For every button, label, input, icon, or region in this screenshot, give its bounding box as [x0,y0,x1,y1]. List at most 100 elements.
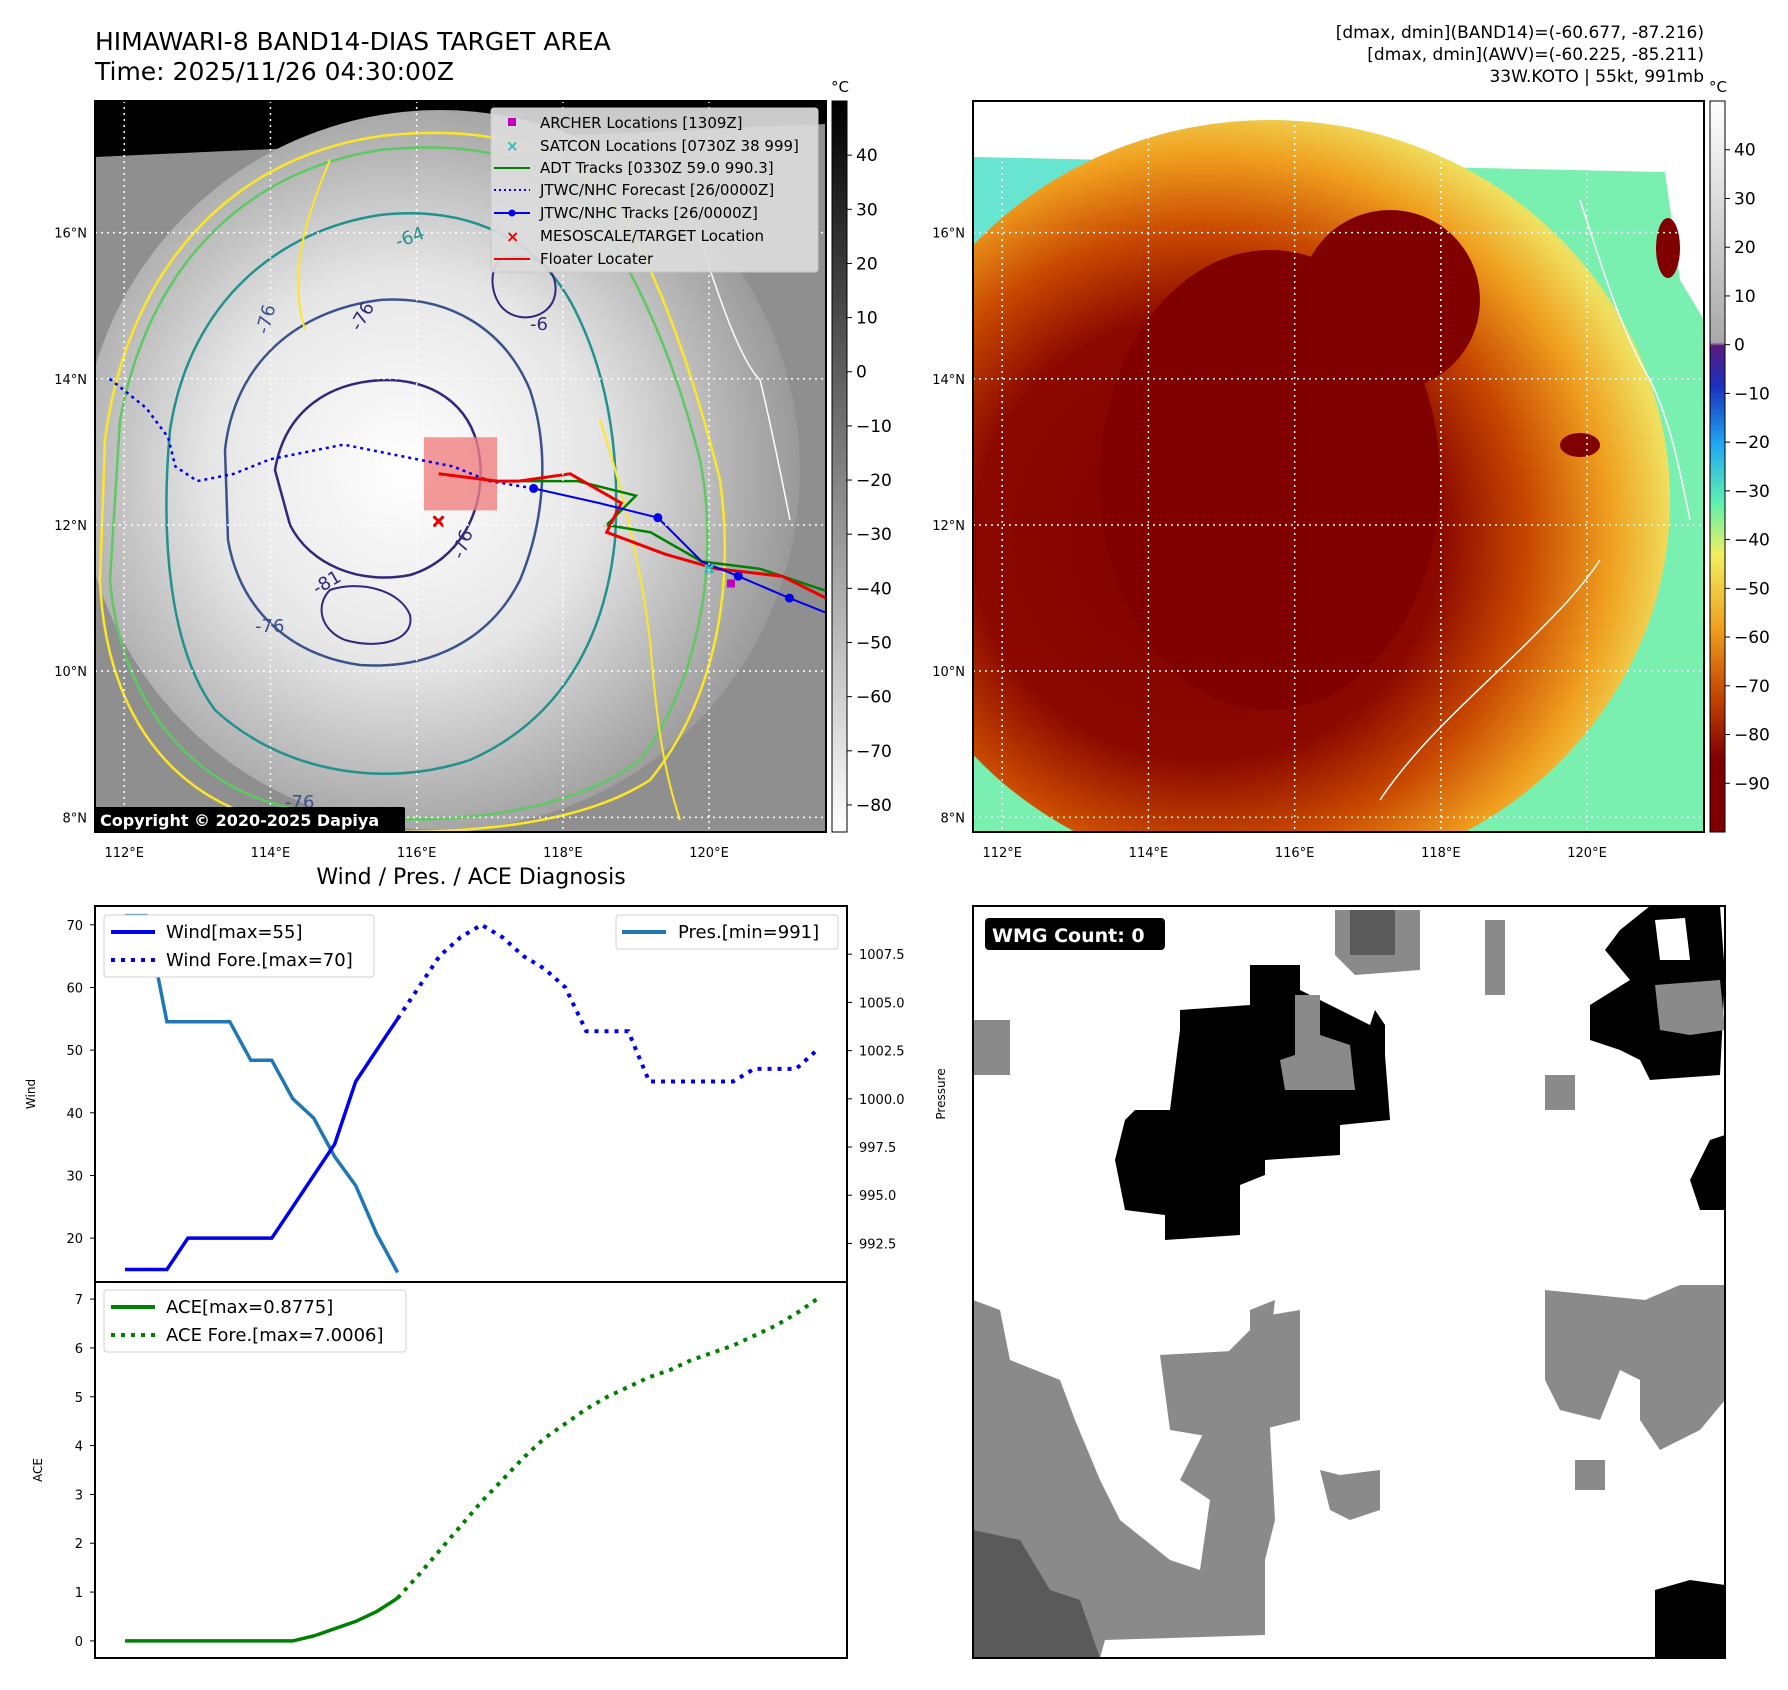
map-color-gridlines [973,101,1704,832]
legend-archer-swatch [508,118,516,126]
wmg-gray-small-se [1575,1460,1605,1490]
map-color-lat-ticks: 16°N 14°N 12°N 10°N 8°N [932,227,965,827]
wind-tick-40: 40 [66,1107,83,1122]
cb-tick-label-13: −90 [1734,774,1770,794]
colorbar-right-unit: °C [1709,78,1727,96]
lat-tick-8: 8°N [63,811,88,826]
legend-target-swatch: × [506,227,519,246]
figure-time: Time: 2025/11/26 04:30:00Z [94,57,454,86]
map-legend: ARCHER Locations [1309Z] × SATCON Locati… [490,107,819,273]
lon-tick-114: 114°E [1129,846,1169,861]
contour-navy-inner [320,585,412,645]
cb-tick-label-4: 0 [856,363,867,383]
map-legend-box [490,107,819,273]
archer-square [726,579,735,588]
ace-tick-1: 1 [75,1586,83,1601]
jtwc-point-1 [653,513,663,523]
wmg-black-se [1655,1580,1725,1658]
target-cross-b [432,515,445,528]
lon-tick-120: 120°E [689,846,729,861]
wmg-gray-south-east [1320,1470,1380,1520]
cb-tick-label-5: −10 [856,417,892,437]
cb-tick-label-2: 20 [1734,238,1756,258]
copyright-text: Copyright © 2020-2025 Dapiya [100,811,379,830]
cb-tick-label-11: −70 [856,742,892,762]
ace-legend-label: ACE[max=0.8775] [166,1297,333,1318]
cb-tick-label-7: −30 [856,525,892,545]
ace-tick-6: 6 [75,1342,83,1357]
cb-tick-label-3: 10 [856,309,878,329]
pressure-legend: Pres.[min=991] [615,914,839,950]
pressure-right-ticks: 1007.5 1005.0 1002.5 1000.0 997.5 995.0 992.5 [847,948,905,1252]
cb-tick-label-12: −80 [856,796,892,816]
cb-tick-label-8: −40 [856,579,892,599]
lat-tick-10: 10°N [932,665,965,680]
lat-tick-8: 8°N [941,811,966,826]
legend-tracks-label: JTWC/NHC Tracks [26/0000Z] [539,204,758,222]
colorbar-right-ticks: 40 30 20 10 0 −10 −20 −30 −40 −50 −60 −70 −80 −90 [1725,141,1770,794]
lon-tick-114: 114°E [251,846,291,861]
cb-tick-label-9: −50 [1734,579,1770,599]
storm-label: 33W.KOTO | 55kt, 991mb [1489,67,1704,87]
lat-tick-16: 16°N [54,227,87,242]
cb-tick-label-11: −70 [1734,677,1770,697]
wind-legend-label: Wind[max=55] [166,922,303,943]
copyright-box [95,807,405,832]
wmg-panel: WMG Count: 0 [972,905,1726,1659]
lon-tick-112: 112°E [104,846,144,861]
floater-box [423,437,498,511]
pres-tick-5: 995.0 [859,1189,896,1204]
contour-blue [223,298,544,667]
map-color-east-spot [1560,433,1600,457]
cb-tick-label-2: 20 [856,254,878,274]
cb-tick-label-12: −80 [1734,726,1770,746]
pressure-legend-label: Pres.[min=991] [678,922,819,943]
map-color-ne-spot [1656,218,1680,278]
contour-yellow-band [297,159,681,821]
colorbar-left-unit: °C [831,78,849,96]
ace-tick-7: 7 [75,1293,83,1308]
map-ir-lon-ticks: 112°E 114°E 116°E 118°E 120°E [104,846,728,861]
marker-archer [726,579,735,588]
lon-tick-116: 116°E [397,846,437,861]
pres-tick-6: 992.5 [859,1237,896,1252]
ace-legend: ACE[max=0.8775] ACE Fore.[max=7.0006] [103,1289,407,1353]
jtwc-point-0 [529,483,539,493]
wmg-darkgray-sw [973,1530,1100,1658]
wmg-gray-e1 [1545,1075,1575,1110]
wmg-white-ne [1655,918,1690,960]
lat-tick-16: 16°N [932,227,965,242]
contour-label-8: -6 [530,314,548,335]
track-floater [438,472,826,600]
ace-tick-3: 3 [75,1488,83,1503]
cb-tick-label-1: 30 [856,200,878,220]
satcon-cross-b [703,563,715,574]
lon-tick-118: 118°E [543,846,583,861]
marker-target [432,515,445,528]
wmg-frame [972,905,1726,1659]
wmg-gray-center-south [1160,1310,1300,1440]
cb-tick-label-7: −30 [1734,482,1770,502]
pressure-legend-box [615,914,839,950]
wind-legend: Wind[max=55] Wind Fore.[max=70] [103,914,375,978]
map-color-coast-se [1379,559,1601,801]
cb-tick-label-0: 40 [856,146,878,166]
ace-ylabel: ACE [31,1458,45,1482]
map-color-panel [973,101,1704,832]
colorbar-left [831,100,848,833]
pres-tick-3: 1000.0 [859,1093,905,1108]
diagnosis-title: Wind / Pres. / ACE Diagnosis [316,865,625,890]
wmg-gray-south-big [973,1300,1275,1658]
ace-plot-lines [125,1297,819,1643]
wmg-label: WMG Count: 0 [992,925,1145,947]
wmg-darkgray-nw [1350,910,1395,955]
lat-tick-12: 12°N [932,519,965,534]
ace-line [125,1596,399,1643]
legend-forecast-label: JTWC/NHC Forecast [26/0000Z] [539,181,774,199]
wind-ylabel: Wind [24,1079,38,1109]
wind-tick-70: 70 [66,919,83,934]
ace-ticks: 0 1 2 3 4 5 6 7 [75,1293,95,1650]
map-ir-lat-ticks: 16°N 14°N 12°N 10°N 8°N [54,227,87,827]
ace-fore-legend-label: ACE Fore.[max=7.0006] [166,1325,384,1346]
